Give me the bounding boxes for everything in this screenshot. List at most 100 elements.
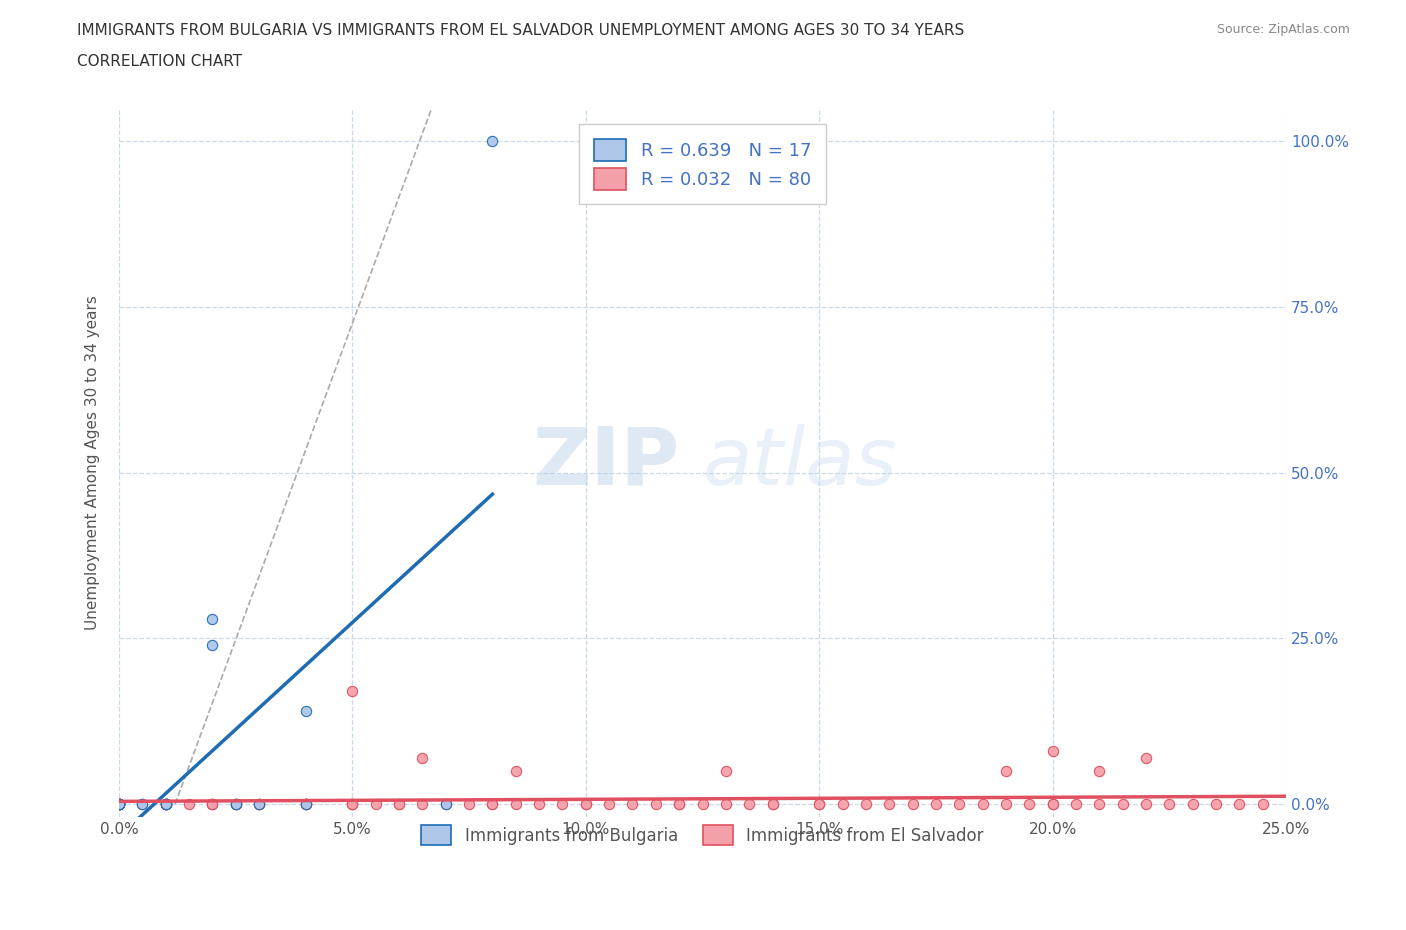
Point bbox=[575, 797, 598, 812]
Point bbox=[342, 797, 364, 812]
Point bbox=[1088, 764, 1111, 778]
Point bbox=[1042, 744, 1064, 759]
Point bbox=[177, 797, 200, 812]
Point bbox=[808, 797, 831, 812]
Point bbox=[108, 797, 131, 812]
Point bbox=[225, 797, 247, 812]
Point bbox=[1159, 797, 1181, 812]
Point bbox=[108, 797, 131, 812]
Point bbox=[855, 797, 877, 812]
Point bbox=[108, 797, 131, 812]
Point bbox=[761, 797, 783, 812]
Point bbox=[225, 797, 247, 812]
Point bbox=[108, 797, 131, 812]
Point bbox=[1251, 797, 1274, 812]
Point bbox=[481, 797, 503, 812]
Point bbox=[201, 797, 224, 812]
Point bbox=[108, 797, 131, 812]
Point bbox=[225, 797, 247, 812]
Point bbox=[1135, 751, 1157, 765]
Point bbox=[972, 797, 994, 812]
Point bbox=[388, 797, 411, 812]
Point bbox=[994, 764, 1017, 778]
Point bbox=[247, 797, 270, 812]
Point bbox=[1181, 797, 1204, 812]
Text: Source: ZipAtlas.com: Source: ZipAtlas.com bbox=[1216, 23, 1350, 36]
Point bbox=[294, 797, 316, 812]
Point bbox=[948, 797, 970, 812]
Text: atlas: atlas bbox=[703, 424, 897, 501]
Point bbox=[481, 134, 503, 149]
Point bbox=[598, 797, 620, 812]
Point bbox=[294, 797, 316, 812]
Point bbox=[225, 797, 247, 812]
Point bbox=[1205, 797, 1227, 812]
Point bbox=[247, 797, 270, 812]
Point bbox=[1042, 797, 1064, 812]
Point bbox=[155, 797, 177, 812]
Point bbox=[738, 797, 761, 812]
Point bbox=[668, 797, 690, 812]
Point bbox=[155, 797, 177, 812]
Point bbox=[692, 797, 714, 812]
Point bbox=[411, 751, 433, 765]
Point bbox=[294, 797, 316, 812]
Point bbox=[505, 764, 527, 778]
Point bbox=[994, 797, 1017, 812]
Point bbox=[481, 797, 503, 812]
Point bbox=[1088, 797, 1111, 812]
Point bbox=[201, 797, 224, 812]
Point bbox=[201, 797, 224, 812]
Point bbox=[108, 797, 131, 812]
Point bbox=[714, 764, 737, 778]
Point bbox=[108, 797, 131, 812]
Point bbox=[131, 797, 153, 812]
Point bbox=[505, 797, 527, 812]
Point bbox=[761, 797, 783, 812]
Point bbox=[644, 797, 666, 812]
Point bbox=[458, 797, 481, 812]
Point bbox=[925, 797, 948, 812]
Point bbox=[1018, 797, 1040, 812]
Point bbox=[831, 797, 853, 812]
Point bbox=[131, 797, 153, 812]
Point bbox=[411, 797, 433, 812]
Point bbox=[201, 611, 224, 626]
Point bbox=[294, 797, 316, 812]
Point bbox=[1042, 797, 1064, 812]
Point bbox=[1111, 797, 1133, 812]
Point bbox=[155, 797, 177, 812]
Point bbox=[1227, 797, 1250, 812]
Point bbox=[108, 797, 131, 812]
Y-axis label: Unemployment Among Ages 30 to 34 years: Unemployment Among Ages 30 to 34 years bbox=[86, 295, 100, 631]
Text: CORRELATION CHART: CORRELATION CHART bbox=[77, 54, 242, 69]
Text: IMMIGRANTS FROM BULGARIA VS IMMIGRANTS FROM EL SALVADOR UNEMPLOYMENT AMONG AGES : IMMIGRANTS FROM BULGARIA VS IMMIGRANTS F… bbox=[77, 23, 965, 38]
Point bbox=[247, 797, 270, 812]
Point bbox=[294, 704, 316, 719]
Point bbox=[527, 797, 550, 812]
Point bbox=[155, 797, 177, 812]
Point bbox=[1135, 797, 1157, 812]
Point bbox=[108, 797, 131, 812]
Point bbox=[877, 797, 900, 812]
Point bbox=[155, 797, 177, 812]
Point bbox=[668, 797, 690, 812]
Point bbox=[551, 797, 574, 812]
Point bbox=[901, 797, 924, 812]
Point bbox=[434, 797, 457, 812]
Point bbox=[155, 797, 177, 812]
Point bbox=[342, 797, 364, 812]
Point bbox=[621, 797, 644, 812]
Point bbox=[575, 797, 598, 812]
Legend: Immigrants from Bulgaria, Immigrants from El Salvador: Immigrants from Bulgaria, Immigrants fro… bbox=[408, 812, 997, 858]
Point bbox=[201, 638, 224, 653]
Point bbox=[342, 797, 364, 812]
Point bbox=[108, 797, 131, 812]
Point bbox=[108, 797, 131, 812]
Point bbox=[714, 797, 737, 812]
Point bbox=[1064, 797, 1087, 812]
Point bbox=[342, 684, 364, 698]
Point bbox=[388, 797, 411, 812]
Point bbox=[808, 797, 831, 812]
Point bbox=[155, 797, 177, 812]
